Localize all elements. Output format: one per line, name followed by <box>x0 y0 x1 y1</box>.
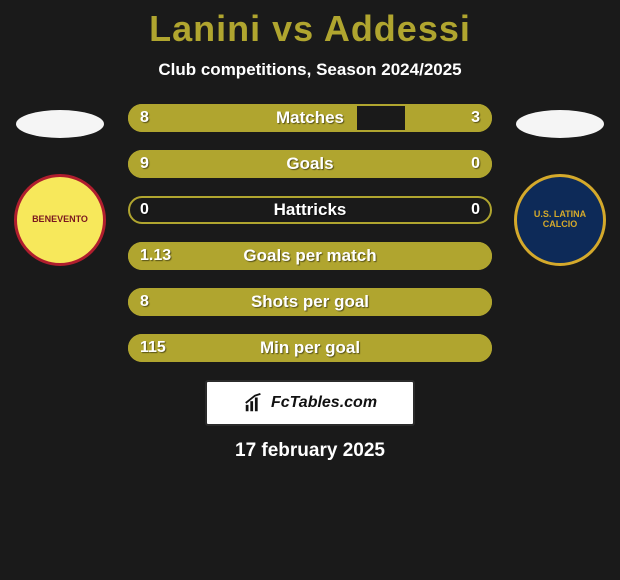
bar-value-left: 1.13 <box>140 247 171 265</box>
left-player-column: BENEVENTO <box>0 104 120 266</box>
date-text: 17 february 2025 <box>0 440 620 462</box>
right-club-crest: U.S. LATINA CALCIO <box>514 174 606 266</box>
bar-label: Matches <box>128 108 492 128</box>
infographic-container: Lanini vs Addessi Club competitions, Sea… <box>0 0 620 462</box>
right-player-column: U.S. LATINA CALCIO <box>500 104 620 266</box>
body-area: BENEVENTO Matches83Goals90Hattricks00Goa… <box>0 104 620 362</box>
bar-label: Goals <box>128 154 492 174</box>
right-player-ellipse <box>516 110 604 138</box>
bar-value-left: 9 <box>140 155 149 173</box>
left-club-crest: BENEVENTO <box>14 174 106 266</box>
left-player-ellipse <box>16 110 104 138</box>
bar-label: Min per goal <box>128 338 492 358</box>
bar-label: Hattricks <box>128 200 492 220</box>
stat-bar: Matches8 3 <box>128 104 492 132</box>
right-club-crest-text: U.S. LATINA CALCIO <box>517 206 603 234</box>
bar-value-left: 8 <box>140 293 149 311</box>
bar-value-right: 0 <box>471 155 480 173</box>
stat-bars: Matches83Goals90Hattricks00Goals per mat… <box>120 104 500 362</box>
stat-bar: Goals9 0 <box>128 150 492 178</box>
bar-value-right: 3 <box>471 109 480 127</box>
chart-icon <box>243 392 265 414</box>
page-title: Lanini vs Addessi <box>0 8 620 50</box>
bar-label: Goals per match <box>128 246 492 266</box>
bar-value-left: 115 <box>140 339 166 357</box>
subtitle: Club competitions, Season 2024/2025 <box>0 60 620 80</box>
stat-bar: Min per goal115 <box>128 334 492 362</box>
stat-bar: Goals per match1.13 <box>128 242 492 270</box>
stat-bar: Hattricks0 0 <box>128 196 492 224</box>
left-club-crest-text: BENEVENTO <box>28 211 92 229</box>
bar-value-left: 0 <box>140 201 149 219</box>
brand-text: FcTables.com <box>271 394 377 412</box>
brand-badge: FcTables.com <box>205 380 415 426</box>
stat-bar: Shots per goal8 <box>128 288 492 316</box>
bar-value-left: 8 <box>140 109 149 127</box>
bar-value-right: 0 <box>471 201 480 219</box>
bar-label: Shots per goal <box>128 292 492 312</box>
